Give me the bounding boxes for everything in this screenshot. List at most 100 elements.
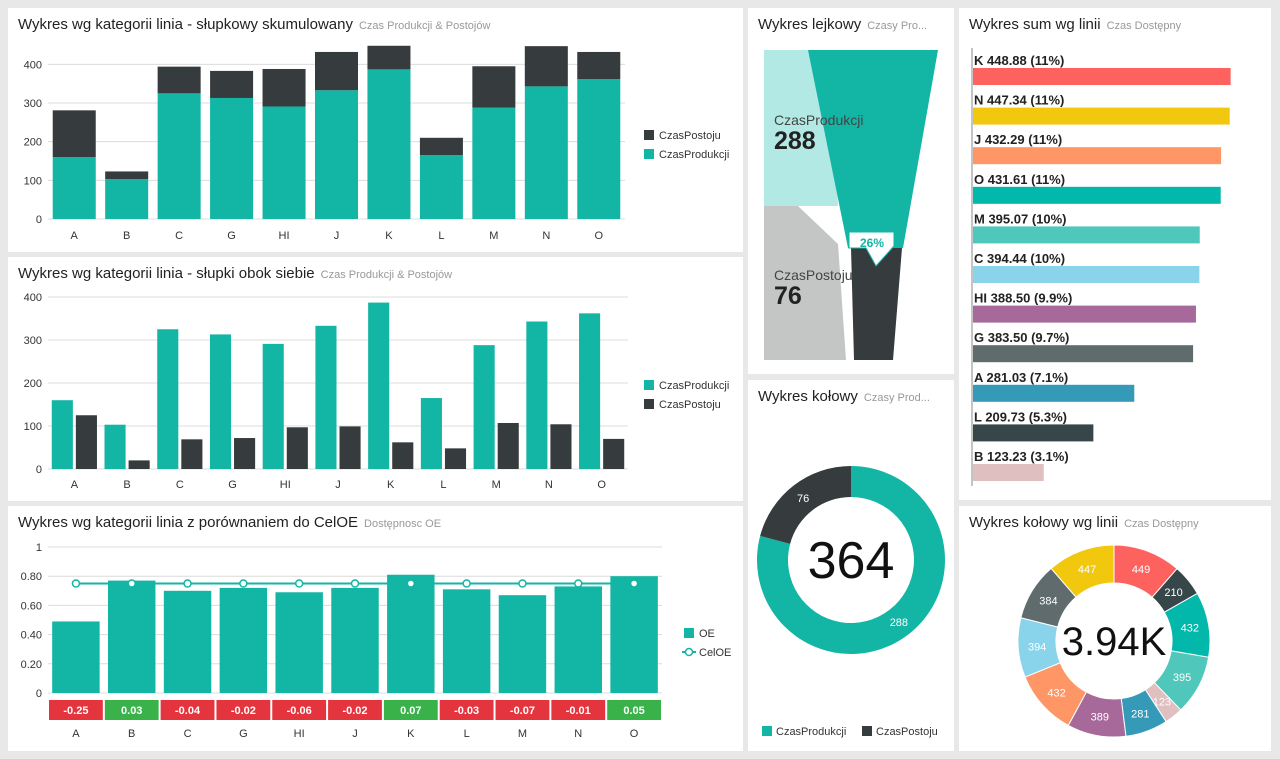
grouped-xtick-label: N	[545, 479, 553, 491]
funnel-stage-value: 76	[774, 282, 802, 310]
grouped-xtick-label: A	[71, 479, 79, 491]
sums-panel: Wykres sum wg linii Czas Dostępny K 448.8…	[959, 8, 1271, 500]
grouped-bar	[51, 400, 73, 469]
sums-bar-label: J 432.29 (11%)	[974, 132, 1062, 147]
grouped-chart-title: Wykres wg kategorii linia - słupki obok …	[18, 265, 453, 282]
oe-diff-cell	[495, 700, 550, 720]
oe-ytick-label: 1	[36, 542, 42, 554]
grouped-xtick-label: C	[176, 479, 184, 491]
pie-slice-label: 432	[1047, 687, 1065, 699]
celoe-target-point	[629, 579, 639, 588]
oe-diff-label: -0.03	[454, 705, 479, 717]
oe-bar-panel: Wykres wg kategorii linia z porównaniem …	[8, 506, 743, 751]
grouped-bar	[550, 424, 572, 469]
stacked-xtick-label: C	[175, 230, 183, 242]
oe-diff-cell	[383, 700, 438, 720]
stacked-bar-segment	[577, 79, 621, 219]
grouped-ytick-label: 0	[36, 464, 42, 476]
donut-chart-title: Wykres kołowy Czasy Prod...	[758, 388, 930, 405]
grouped-bar	[497, 422, 519, 469]
oe-xtick-label: L	[464, 728, 470, 740]
oe-diff-label: -0.02	[231, 705, 256, 717]
grouped-xtick-label: L	[440, 479, 446, 491]
stacked-xtick-label: A	[71, 230, 79, 242]
grouped-xtick-label: G	[228, 479, 237, 491]
pie-chart-subtitle: Czas Dostępny	[1124, 518, 1199, 530]
stacked-xtick-label: L	[438, 230, 444, 242]
grouped-bar	[104, 424, 126, 469]
stacked-xtick-label: O	[594, 230, 603, 242]
sums-bar-label: G 383.50 (9.7%)	[974, 330, 1069, 345]
oe-bar	[498, 595, 547, 693]
sums-bar	[973, 424, 1094, 442]
grouped-xtick-label: HI	[280, 479, 291, 491]
donut-slice	[757, 466, 945, 654]
stacked-bar-segment	[472, 66, 516, 108]
celoe-target-point	[294, 579, 304, 588]
grouped-legend-swatch	[644, 399, 654, 409]
grouped-bar	[286, 427, 308, 469]
sums-bar-label: L 209.73 (5.3%)	[974, 409, 1067, 424]
stacked-bar-segment	[262, 106, 306, 219]
sums-bar-label: A 281.03 (7.1%)	[974, 370, 1068, 385]
grouped-bar-chart: 0 100 200 300 400 A B C G HI J K L M N O CzasProdukcji Cz…	[24, 292, 730, 491]
stacked-xtick-label: J	[334, 230, 340, 242]
sums-bar-label: HI 388.50 (9.9%)	[974, 291, 1072, 306]
celoe-target-point	[406, 579, 416, 588]
oe-diff-cell	[328, 700, 382, 720]
oe-diff-label: -0.01	[566, 705, 591, 717]
funnel-stage-bar	[808, 50, 938, 248]
donut-chart: 288 76 364 CzasProdukcji CzasPostoju	[757, 466, 945, 738]
pie-slice-label: 394	[1028, 641, 1046, 653]
stacked-xtick-label: N	[542, 230, 550, 242]
grouped-xtick-label: O	[597, 479, 606, 491]
oe-chart-title: Wykres wg kategorii linia z porównaniem …	[18, 514, 442, 531]
grouped-ytick-label: 300	[24, 335, 42, 347]
grouped-bar	[526, 321, 548, 469]
oe-xtick-label: O	[630, 728, 639, 740]
pie-slice-label: 432	[1181, 623, 1199, 635]
oe-bar	[554, 586, 602, 693]
sums-bar	[973, 147, 1222, 165]
sums-chart-subtitle: Czas Dostępny	[1106, 20, 1182, 32]
grouped-bar	[339, 426, 361, 469]
grouped-bar	[234, 438, 256, 469]
oe-diff-label: -0.02	[342, 705, 367, 717]
oe-diff-cell	[551, 700, 606, 720]
celoe-target-point	[239, 579, 248, 588]
grouped-bar	[157, 329, 179, 469]
sums-bar-label: C 394.44 (10%)	[974, 251, 1065, 266]
grouped-bar	[603, 438, 625, 469]
oe-diff-label: -0.06	[287, 705, 312, 717]
horizontal-bar-chart: K 448.88 (11%) N 447.34 (11%) J 432.29 (11…	[971, 48, 1231, 486]
grouped-ytick-label: 100	[24, 421, 42, 433]
celoe-target-point	[183, 579, 192, 588]
sums-bar-label: M 395.07 (10%)	[974, 211, 1067, 226]
oe-bar	[610, 576, 658, 693]
stacked-ytick-label: 300	[24, 98, 42, 110]
pie-slice-label: 384	[1039, 596, 1057, 608]
stacked-bar-segment	[157, 66, 201, 94]
grouped-bar-panel: Wykres wg kategorii linia - słupki obok …	[8, 257, 743, 501]
stacked-xtick-label: K	[385, 230, 393, 242]
sums-bar-label: K 448.88 (11%)	[974, 53, 1064, 68]
stacked-bar-segment	[472, 107, 516, 219]
donut-chart-subtitle: Czasy Prod...	[863, 392, 930, 404]
stacked-legend-label: CzasPostoju	[659, 130, 721, 142]
stacked-bar-segment	[210, 97, 254, 219]
oe-bar	[387, 574, 435, 693]
oe-ytick-label: 0	[36, 688, 42, 700]
celoe-target-point	[71, 579, 81, 588]
grouped-bar	[420, 398, 442, 469]
oe-bar	[108, 580, 156, 693]
grouped-bar	[128, 460, 150, 469]
oe-bar	[442, 589, 491, 693]
oe-xtick-label: J	[352, 728, 358, 740]
donut-slice-label: 288	[890, 617, 908, 629]
grouped-bar	[262, 343, 284, 469]
stacked-xtick-label: B	[123, 230, 130, 242]
stacked-legend-label: CzasProdukcji	[659, 149, 729, 161]
grouped-bar	[392, 442, 414, 469]
